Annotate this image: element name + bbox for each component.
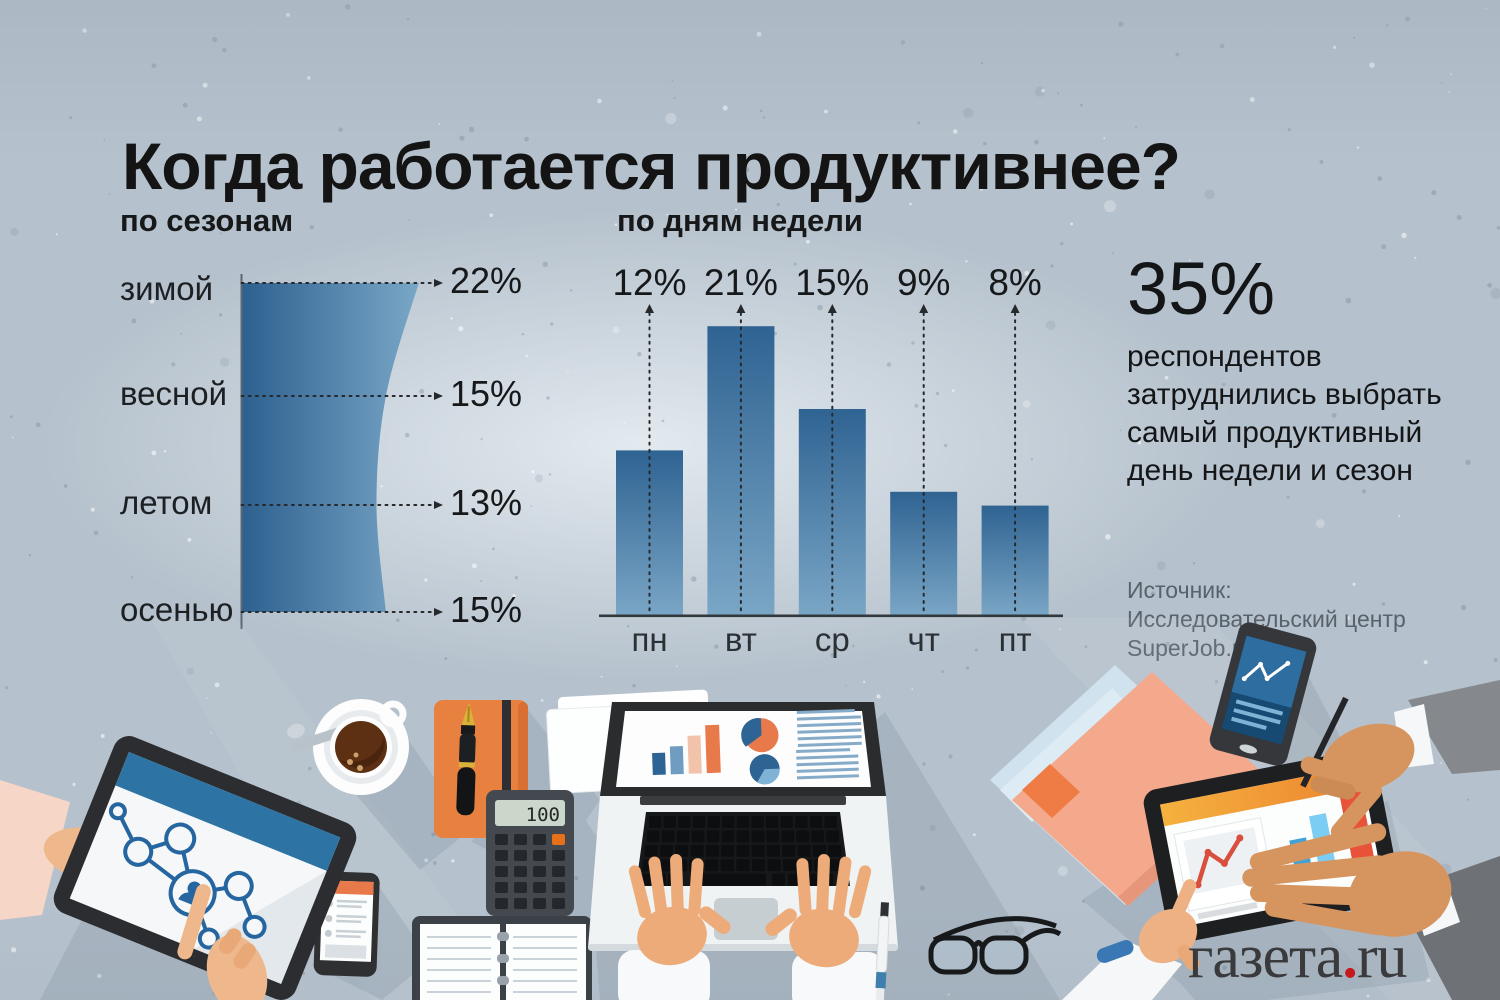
logo-word: газета bbox=[1188, 923, 1343, 991]
seasons-funnel-chart bbox=[240, 274, 443, 629]
callout-stat: 35% bbox=[1127, 247, 1276, 330]
day-label: чт bbox=[907, 621, 940, 658]
typing-hand-right bbox=[765, 854, 884, 1000]
day-label: вт bbox=[724, 621, 757, 658]
page-title: Когда работается продуктивнее? bbox=[122, 129, 1181, 204]
season-label: зимой bbox=[120, 270, 214, 307]
logo-dot: . bbox=[1342, 923, 1357, 991]
day-value: 9% bbox=[896, 262, 951, 303]
spread-hand-icon bbox=[1242, 782, 1500, 1000]
season-value: 22% bbox=[450, 260, 523, 301]
day-label: пн bbox=[631, 621, 668, 658]
season-value: 13% bbox=[450, 482, 523, 523]
gazeta-logo: газета.ru bbox=[1188, 922, 1408, 993]
day-label: пт bbox=[998, 621, 1032, 658]
glasses-icon bbox=[928, 916, 1062, 975]
callout-text: респондентов затруднились выбрать самый … bbox=[1127, 340, 1442, 487]
day-value: 21% bbox=[703, 262, 778, 303]
tablet-network-icon bbox=[53, 736, 357, 1000]
season-value: 15% bbox=[450, 589, 523, 630]
pointing-hand bbox=[177, 884, 268, 1000]
laptop-screen-charts bbox=[652, 708, 862, 785]
pen-hand-icon bbox=[1300, 680, 1500, 800]
smartphone-chart-icon bbox=[1209, 622, 1317, 766]
day-value: 15% bbox=[795, 262, 870, 303]
fountain-pen-icon bbox=[456, 702, 476, 816]
laptop-charts-icon bbox=[588, 702, 898, 1000]
calculator-display: 100 bbox=[526, 804, 560, 826]
seasons-chart-heading: по сезонам bbox=[120, 203, 294, 238]
charts-canvas bbox=[240, 274, 1063, 629]
season-label: осенью bbox=[120, 591, 234, 628]
days-chart-heading: по дням недели bbox=[617, 203, 863, 238]
day-value: 12% bbox=[612, 262, 687, 303]
day-label: ср bbox=[814, 621, 850, 658]
season-value: 15% bbox=[450, 373, 523, 414]
days-bar-chart bbox=[599, 304, 1063, 618]
ballpoint-pen-icon bbox=[875, 902, 890, 1000]
typing-hand-left bbox=[618, 854, 731, 1000]
logo-tld: ru bbox=[1356, 923, 1408, 991]
season-label: летом bbox=[120, 484, 213, 521]
season-label: весной bbox=[120, 375, 228, 412]
open-notebook-icon bbox=[412, 916, 592, 1000]
chart-labels: зимой 22% весной 15% летом 13% осенью 15% 12% пн 2… bbox=[120, 260, 1042, 658]
callout: 35% респондентов затруднились выбрать са… bbox=[1127, 250, 1477, 490]
day-value: 8% bbox=[988, 262, 1042, 303]
desk-illustration: 100 bbox=[0, 618, 1500, 1000]
coffee-cup-icon bbox=[287, 699, 409, 795]
calculator-icon: 100 bbox=[486, 790, 574, 916]
touch-hand-icon bbox=[1062, 879, 1200, 1000]
